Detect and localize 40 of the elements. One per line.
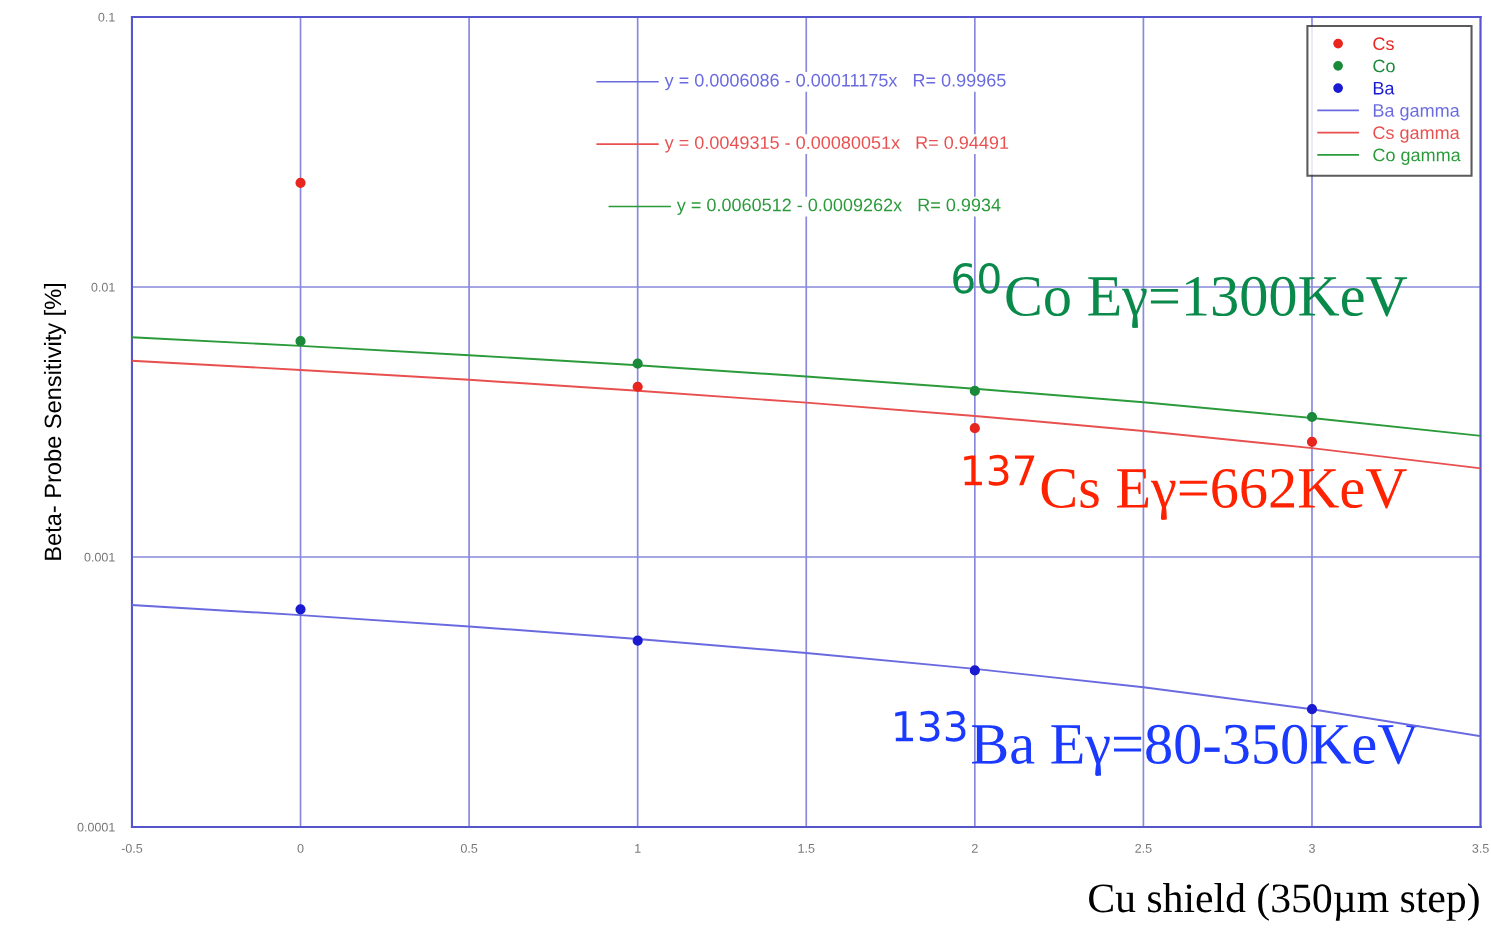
point [295,336,306,347]
x-tick-label: 3.5 [1472,843,1489,853]
point [969,385,980,397]
point [632,635,643,646]
legend-label: Ba [1373,82,1395,95]
x-tick-label: -0.5 [121,843,143,853]
annotation: $^{60}$Co Eγ=1300KeV [953,262,1408,328]
line-series [131,336,1481,437]
legend-label: Cs [1373,37,1394,51]
point [1306,704,1318,715]
x-tick-label: 2.5 [1135,843,1152,853]
annotation: y = 0.0060512 - 0.0009262x R= 0.9934 [676,198,1001,215]
legend-label: Co gamma [1373,148,1461,165]
point [632,358,643,369]
point [969,665,980,676]
point [295,177,306,188]
annotation: $^{133}$Ba Eγ=80-350KeV [895,710,1419,776]
legend-label: Cs gamma [1373,126,1460,143]
x-tick-label: 1 [635,844,641,853]
annotation: y = 0.0049315 - 0.00080051x R= 0.94491 [664,136,1009,153]
y-axis-title: Beta- Probe Sensitivity [%] [43,283,66,560]
x-axis-title: Cu shield (350µm step) [1089,883,1479,921]
x-tick-label: 0 [297,843,304,853]
x-tick-label: 2 [971,843,978,853]
y-tick-label: 0.0001 [77,822,115,832]
y-tick-label: 0.001 [84,552,115,562]
point [632,381,643,392]
legend-label: Ba gamma [1373,104,1460,121]
y-tick-label: 0.1 [98,12,115,22]
legend-label: Co [1373,59,1395,73]
point [1306,411,1318,423]
annotation: $^{137}$Cs Eγ=662KeV [964,454,1407,520]
x-tick-label: 1.5 [798,844,815,853]
annotation: y = 0.0006086 - 0.00011175x R= 0.99965 [664,73,1006,91]
x-tick-label: 0.5 [460,843,478,853]
x-tick-label: 3 [1308,843,1315,853]
y-tick-label: 0.01 [91,282,115,292]
point [969,423,980,434]
point [295,604,306,615]
point [1306,436,1318,447]
